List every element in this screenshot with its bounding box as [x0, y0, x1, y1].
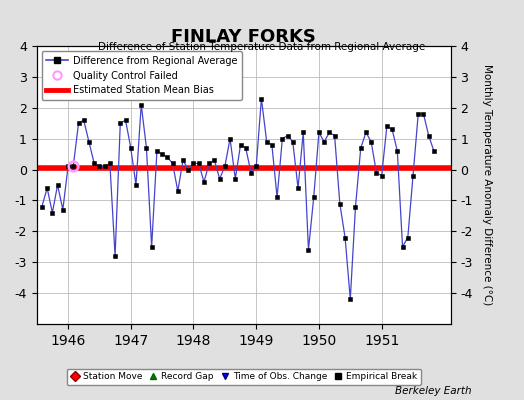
Y-axis label: Monthly Temperature Anomaly Difference (°C): Monthly Temperature Anomaly Difference (…	[482, 64, 492, 306]
Title: FINLAY FORKS: FINLAY FORKS	[171, 28, 316, 46]
Legend: Station Move, Record Gap, Time of Obs. Change, Empirical Break: Station Move, Record Gap, Time of Obs. C…	[67, 368, 421, 385]
Text: Berkeley Earth: Berkeley Earth	[395, 386, 472, 396]
Text: Difference of Station Temperature Data from Regional Average: Difference of Station Temperature Data f…	[99, 42, 425, 52]
